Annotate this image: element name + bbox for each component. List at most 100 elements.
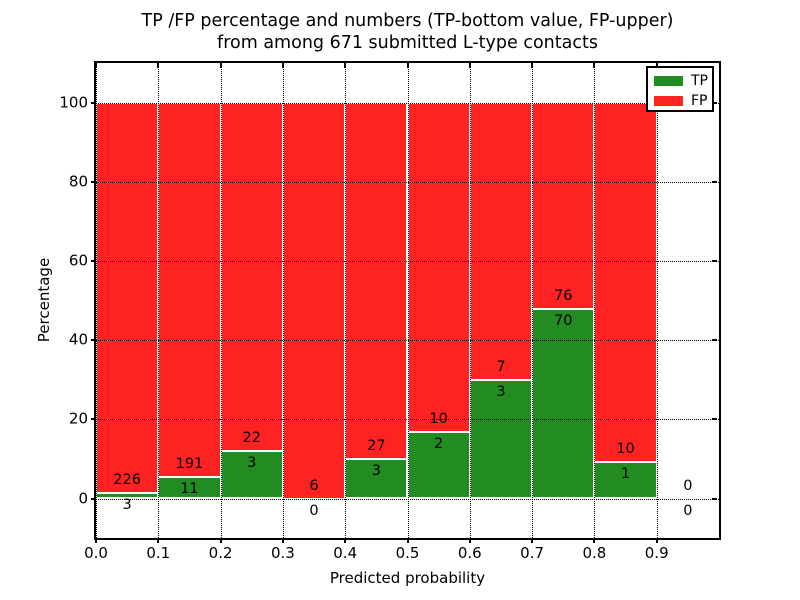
fp-bar-segment (532, 102, 595, 309)
fp-bar-segment (469, 102, 533, 380)
vertical-gridline (158, 63, 160, 538)
vertical-gridline (656, 63, 658, 538)
x-tick-label: 0.4 (333, 544, 358, 562)
tp-bar-segment (220, 450, 283, 499)
vertical-gridline (96, 63, 97, 538)
y-tick-mark-right (712, 497, 717, 500)
fp-count-label: 7 (496, 358, 506, 375)
fp-bar-segment (407, 102, 470, 433)
x-tick-label: 0.3 (270, 544, 295, 562)
x-tick-label: 0.9 (644, 544, 669, 562)
x-tick-mark (219, 538, 222, 543)
y-tick-label: 0 (78, 489, 88, 507)
x-tick-mark-top (655, 63, 658, 68)
fp-count-label: 10 (429, 411, 448, 428)
y-tick-mark (91, 339, 96, 342)
tp-count-label: 0 (683, 502, 693, 519)
y-tick-mark-right (712, 339, 717, 342)
x-tick-mark (281, 538, 284, 543)
x-tick-label: 0.7 (520, 544, 545, 562)
tp-count-label: 2 (434, 436, 444, 453)
y-axis-label: Percentage (35, 257, 53, 343)
horizontal-gridline (96, 340, 719, 342)
fp-count-label: 191 (175, 455, 204, 472)
tp-count-label: 70 (554, 312, 573, 329)
y-tick-mark (91, 418, 96, 421)
fp-count-label: 27 (367, 437, 386, 454)
horizontal-gridline (96, 419, 719, 421)
fp-bar-segment (220, 102, 283, 451)
vertical-gridline (345, 63, 347, 538)
horizontal-gridline (96, 181, 719, 183)
y-tick-mark (91, 180, 96, 183)
x-tick-mark-top (95, 63, 97, 68)
vertical-gridline (594, 63, 596, 538)
tp-swatch-icon (654, 76, 683, 86)
fp-count-label: 6 (309, 477, 319, 494)
x-tick-mark (344, 538, 347, 543)
x-tick-label: 0.8 (582, 544, 607, 562)
x-tick-label: 0.2 (208, 544, 233, 562)
plot-area: 226 3 191 11 22 3 6 0 27 3 10 2 7 3 76 70 10 1 0 0 (94, 61, 721, 540)
y-tick-label: 20 (68, 409, 88, 428)
vertical-gridline (220, 63, 222, 538)
tp-count-label: 3 (496, 383, 506, 400)
horizontal-gridline (96, 260, 719, 262)
x-tick-mark-top (281, 63, 284, 68)
x-tick-mark-top (219, 63, 222, 68)
x-tick-mark-top (344, 63, 347, 68)
tp-count-label: 3 (122, 497, 132, 514)
tp-bar-segment (532, 308, 595, 499)
fp-swatch-icon (654, 96, 683, 106)
tp-count-label: 3 (371, 462, 381, 479)
y-tick-label: 40 (68, 330, 88, 349)
horizontal-gridline (96, 498, 719, 500)
x-tick-mark (406, 538, 409, 543)
tp-count-label: 1 (620, 466, 631, 483)
y-tick-mark (91, 259, 96, 262)
vertical-gridline (532, 63, 534, 538)
legend-item-fp: FP (654, 93, 712, 109)
tp-count-label: 11 (180, 480, 199, 497)
x-tick-mark-top (406, 63, 409, 68)
vertical-gridline (282, 63, 284, 538)
chart-title-line1: TP /FP percentage and numbers (TP-bottom… (141, 11, 674, 31)
y-tick-label: 100 (59, 93, 88, 111)
x-tick-mark-top (593, 63, 596, 68)
legend: TP FP (646, 66, 714, 112)
fp-bar-segment (96, 102, 159, 494)
x-tick-mark (531, 538, 534, 543)
chart-title: TP /FP percentage and numbers (TP-bottom… (96, 10, 719, 54)
y-tick-mark-right (712, 180, 717, 183)
tp-count-label: 3 (247, 454, 257, 471)
fp-legend-label: FP (691, 93, 708, 109)
y-tick-mark (91, 497, 96, 500)
fp-count-label: 0 (683, 477, 693, 494)
fp-count-label: 226 (113, 472, 141, 489)
y-tick-mark-right (712, 259, 717, 262)
y-tick-mark-right (712, 418, 717, 421)
tp-legend-label: TP (691, 73, 708, 89)
tp-bar-segment (345, 458, 408, 499)
y-tick-mark (91, 101, 96, 104)
fp-bar-segment (594, 102, 657, 463)
fp-bar-segment (345, 102, 408, 459)
vertical-gridline (469, 63, 471, 538)
fp-count-label: 10 (616, 441, 635, 458)
y-tick-label: 80 (68, 172, 88, 191)
fp-count-label: 22 (242, 429, 261, 446)
x-tick-mark-top (531, 63, 534, 68)
chart-title-line2: from among 671 submitted L-type contacts (217, 33, 598, 53)
fp-bar-segment (282, 102, 346, 499)
x-tick-mark (157, 538, 160, 543)
x-tick-label: 0.0 (84, 544, 108, 562)
y-tick-label: 60 (68, 251, 88, 270)
x-tick-label: 0.5 (395, 544, 420, 562)
y-tick-mark-right (712, 101, 717, 104)
x-tick-label: 0.1 (146, 544, 171, 562)
x-tick-mark (95, 538, 97, 543)
fp-bar-segment (158, 102, 221, 478)
x-tick-mark (655, 538, 658, 543)
vertical-gridline (407, 63, 409, 538)
